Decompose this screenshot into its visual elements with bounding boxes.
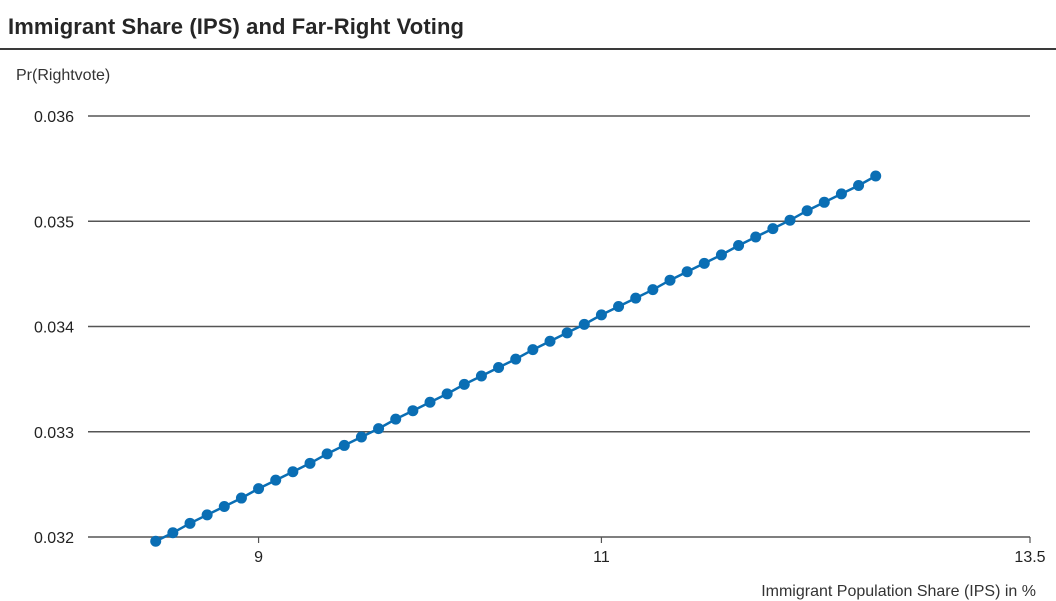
data-point xyxy=(441,388,453,400)
data-point xyxy=(595,309,607,321)
data-point xyxy=(784,214,796,226)
x-tick-label: 13.5 xyxy=(1014,549,1045,566)
data-point xyxy=(338,439,350,451)
data-point xyxy=(493,362,505,374)
x-tick-label: 11 xyxy=(593,549,610,566)
data-point xyxy=(818,196,830,208)
data-point xyxy=(390,413,402,425)
y-tick-label: 0.034 xyxy=(34,320,74,337)
data-point xyxy=(475,370,487,382)
chart-title: Immigrant Share (IPS) and Far-Right Voti… xyxy=(8,14,465,39)
y-axis-label: Pr(Rightvote) xyxy=(16,67,110,84)
data-point xyxy=(853,179,865,191)
data-point xyxy=(321,448,333,460)
data-point xyxy=(253,483,265,495)
data-point xyxy=(201,509,213,521)
data-point xyxy=(287,466,299,478)
data-point xyxy=(647,284,659,296)
x-axis-label: Immigrant Population Share (IPS) in % xyxy=(761,583,1036,600)
data-point xyxy=(613,301,625,313)
data-point xyxy=(715,249,727,261)
data-point xyxy=(527,344,539,356)
x-axis-ticks: 9 11 13.5 xyxy=(254,537,1046,566)
data-point xyxy=(424,396,436,408)
data-point xyxy=(407,405,419,417)
data-point xyxy=(544,335,556,347)
data-point xyxy=(167,527,179,539)
data-point xyxy=(733,239,745,251)
data-point xyxy=(373,423,385,435)
data-point xyxy=(561,327,573,339)
y-tick-label: 0.033 xyxy=(34,425,74,442)
data-point xyxy=(698,257,710,269)
data-point xyxy=(150,535,162,547)
data-point xyxy=(184,517,196,529)
data-point xyxy=(664,274,676,286)
series-layer xyxy=(150,170,882,547)
y-tick-label: 0.032 xyxy=(34,530,74,547)
title-divider xyxy=(0,48,1056,50)
data-point xyxy=(801,205,813,217)
x-tick-label: 9 xyxy=(254,549,263,566)
data-point xyxy=(630,292,642,304)
data-point xyxy=(767,223,779,235)
data-point xyxy=(304,457,316,469)
data-point xyxy=(750,231,762,243)
data-point xyxy=(870,170,882,182)
data-point xyxy=(510,353,522,365)
y-tick-label: 0.036 xyxy=(34,109,74,126)
data-point xyxy=(355,431,367,443)
data-point xyxy=(218,500,230,512)
data-point xyxy=(835,188,847,200)
data-point xyxy=(681,266,693,278)
gridlines xyxy=(88,115,1030,538)
y-axis-ticks: 0.032 0.033 0.034 0.035 0.036 xyxy=(34,109,74,547)
y-tick-label: 0.035 xyxy=(34,214,74,231)
data-point xyxy=(578,318,590,330)
data-point xyxy=(458,378,470,390)
data-point xyxy=(235,492,247,504)
data-point xyxy=(270,474,282,486)
